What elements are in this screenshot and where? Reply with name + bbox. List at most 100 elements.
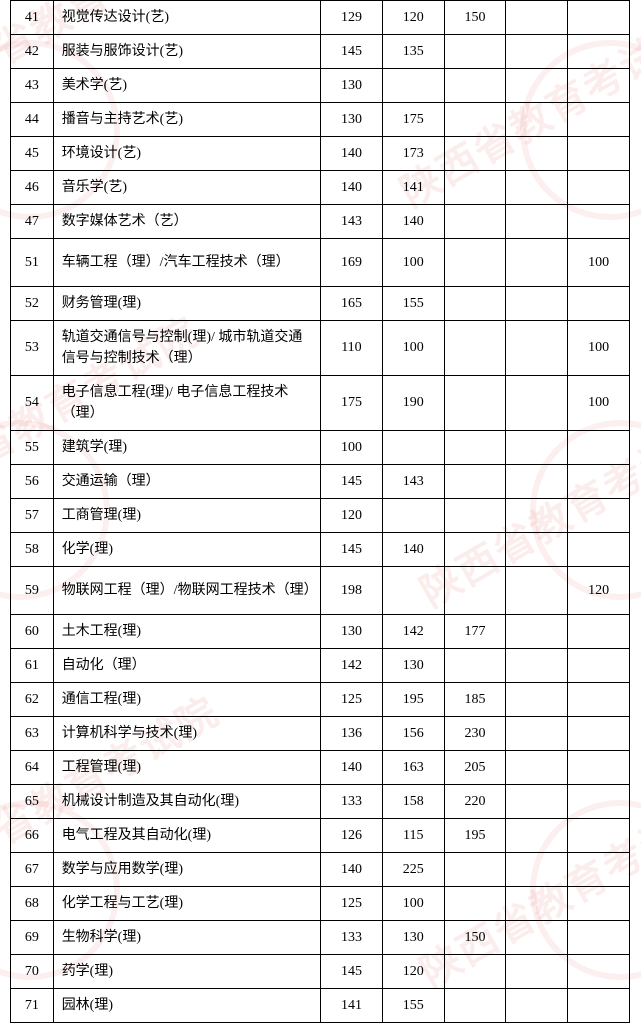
table-row: 68化学工程与工艺(理)125100 xyxy=(11,887,630,921)
row-value xyxy=(506,989,568,1023)
row-value xyxy=(506,103,568,137)
row-value: 185 xyxy=(444,683,506,717)
row-index: 66 xyxy=(11,819,54,853)
row-value xyxy=(568,137,630,171)
row-value xyxy=(382,431,444,465)
row-value: 130 xyxy=(321,615,383,649)
row-name: 车辆工程（理）/汽车工程技术（理） xyxy=(53,239,320,287)
row-name: 自动化（理） xyxy=(53,649,320,683)
table-row: 70药学(理)145120 xyxy=(11,955,630,989)
row-value xyxy=(506,683,568,717)
row-value xyxy=(506,1,568,35)
row-value: 120 xyxy=(568,567,630,615)
row-value xyxy=(568,1,630,35)
row-value: 169 xyxy=(321,239,383,287)
row-value xyxy=(444,567,506,615)
row-value: 175 xyxy=(382,103,444,137)
row-value: 133 xyxy=(321,785,383,819)
row-index: 46 xyxy=(11,171,54,205)
row-name: 数字媒体艺术（艺） xyxy=(53,205,320,239)
row-index: 43 xyxy=(11,69,54,103)
row-value xyxy=(506,649,568,683)
row-value xyxy=(506,287,568,321)
row-value: 115 xyxy=(382,819,444,853)
table-row: 55建筑学(理)100 xyxy=(11,431,630,465)
table-row: 43美术学(艺)130 xyxy=(11,69,630,103)
row-value: 143 xyxy=(382,465,444,499)
row-name: 化学工程与工艺(理) xyxy=(53,887,320,921)
row-index: 47 xyxy=(11,205,54,239)
row-value: 145 xyxy=(321,35,383,69)
row-value: 140 xyxy=(382,205,444,239)
row-value xyxy=(568,69,630,103)
row-value xyxy=(382,499,444,533)
row-value xyxy=(568,103,630,137)
row-name: 音乐学(艺) xyxy=(53,171,320,205)
row-name: 电子信息工程(理)/ 电子信息工程技术（理） xyxy=(53,376,320,431)
row-value xyxy=(444,287,506,321)
row-value: 125 xyxy=(321,683,383,717)
row-index: 58 xyxy=(11,533,54,567)
row-value xyxy=(506,717,568,751)
row-value: 175 xyxy=(321,376,383,431)
row-name: 服装与服饰设计(艺) xyxy=(53,35,320,69)
row-value xyxy=(568,287,630,321)
row-name: 药学(理) xyxy=(53,955,320,989)
row-value xyxy=(568,431,630,465)
row-value xyxy=(444,137,506,171)
row-value xyxy=(444,103,506,137)
row-value xyxy=(506,171,568,205)
row-value xyxy=(568,171,630,205)
row-value: 130 xyxy=(321,103,383,137)
row-value xyxy=(506,615,568,649)
table-row: 64工程管理(理)140163205 xyxy=(11,751,630,785)
row-name: 园林(理) xyxy=(53,989,320,1023)
row-value: 195 xyxy=(444,819,506,853)
row-value: 158 xyxy=(382,785,444,819)
row-value: 150 xyxy=(444,921,506,955)
row-value: 163 xyxy=(382,751,444,785)
row-value: 205 xyxy=(444,751,506,785)
row-value: 100 xyxy=(382,321,444,376)
row-value: 156 xyxy=(382,717,444,751)
row-value: 110 xyxy=(321,321,383,376)
row-value xyxy=(506,887,568,921)
row-value xyxy=(444,35,506,69)
row-value xyxy=(568,499,630,533)
table-row: 66电气工程及其自动化(理)126115195 xyxy=(11,819,630,853)
row-name: 轨道交通信号与控制(理)/ 城市轨道交通信号与控制技术（理） xyxy=(53,321,320,376)
row-value: 130 xyxy=(321,69,383,103)
row-value: 198 xyxy=(321,567,383,615)
row-index: 53 xyxy=(11,321,54,376)
row-index: 57 xyxy=(11,499,54,533)
row-value xyxy=(568,649,630,683)
row-value: 177 xyxy=(444,615,506,649)
row-value xyxy=(568,921,630,955)
row-value: 165 xyxy=(321,287,383,321)
row-value: 100 xyxy=(382,239,444,287)
row-value xyxy=(382,567,444,615)
row-name: 计算机科学与技术(理) xyxy=(53,717,320,751)
row-index: 64 xyxy=(11,751,54,785)
row-value xyxy=(444,533,506,567)
row-value: 145 xyxy=(321,465,383,499)
row-value: 173 xyxy=(382,137,444,171)
row-value: 136 xyxy=(321,717,383,751)
row-value xyxy=(444,955,506,989)
table-row: 45环境设计(艺)140173 xyxy=(11,137,630,171)
row-value xyxy=(506,239,568,287)
row-value xyxy=(568,35,630,69)
row-value xyxy=(506,785,568,819)
row-value xyxy=(568,819,630,853)
row-value: 100 xyxy=(568,239,630,287)
row-value: 120 xyxy=(382,1,444,35)
row-index: 71 xyxy=(11,989,54,1023)
row-value xyxy=(506,499,568,533)
row-value: 125 xyxy=(321,887,383,921)
row-index: 61 xyxy=(11,649,54,683)
row-value: 130 xyxy=(382,921,444,955)
table-row: 51车辆工程（理）/汽车工程技术（理）169100100 xyxy=(11,239,630,287)
row-name: 环境设计(艺) xyxy=(53,137,320,171)
table-row: 46音乐学(艺)140141 xyxy=(11,171,630,205)
table-row: 59物联网工程（理）/物联网工程技术（理）198120 xyxy=(11,567,630,615)
